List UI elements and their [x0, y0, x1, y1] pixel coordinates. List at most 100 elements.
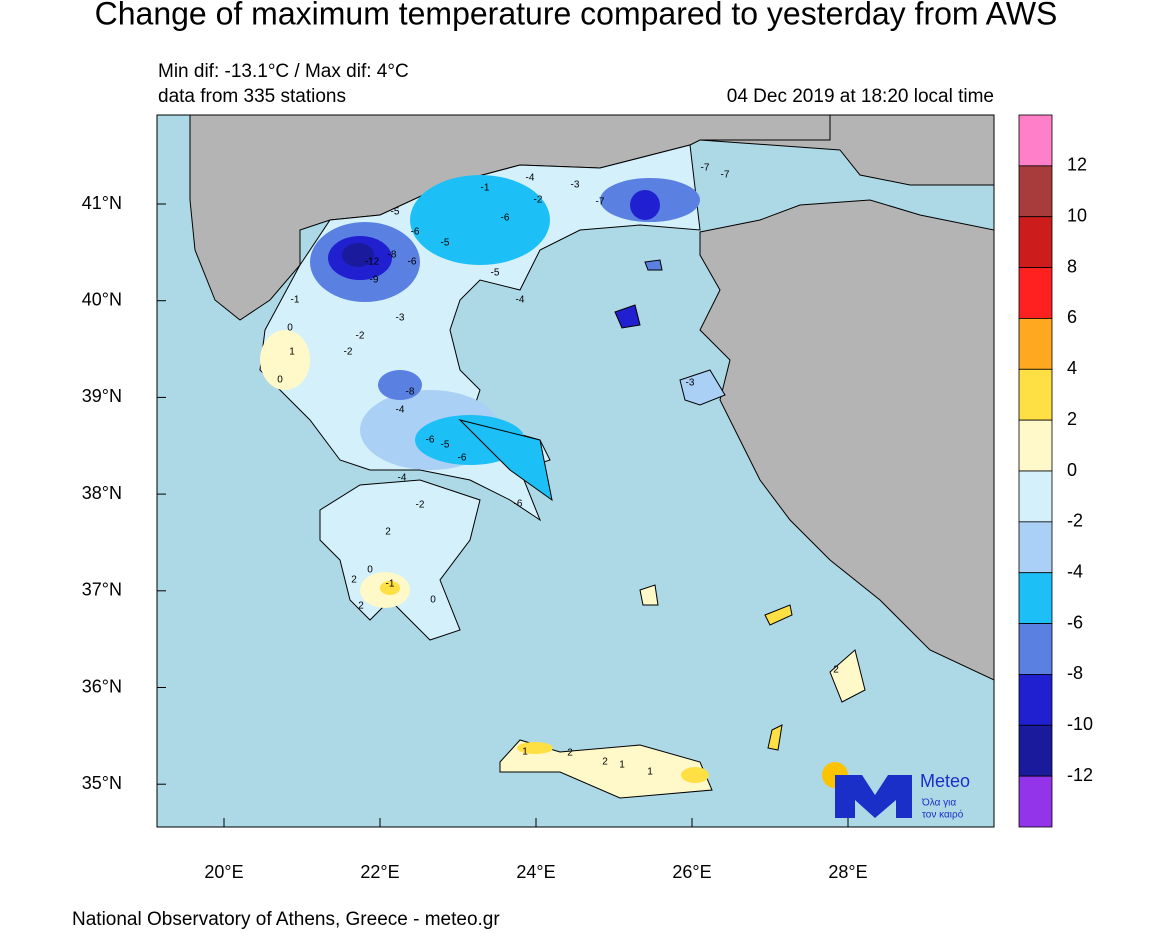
colorbar-box [1018, 114, 1053, 167]
lat-label: 41°N [82, 193, 122, 213]
karpathos [767, 724, 783, 751]
naxos [639, 584, 659, 606]
station-label: 1 [522, 747, 528, 758]
station-label: -8 [406, 387, 415, 398]
colorbar-box [1018, 775, 1053, 828]
station-label: -6 [458, 453, 467, 464]
station-label: 0 [367, 565, 373, 576]
station-label: -7 [721, 170, 730, 181]
station-label: 2 [358, 601, 364, 612]
colorbar-label: 4 [1067, 358, 1077, 378]
colorbar-label: 12 [1067, 155, 1087, 175]
logo-name: Meteo [920, 771, 970, 791]
anatolia [699, 199, 995, 681]
logo-tagline: τον καιρό [922, 809, 964, 821]
station-label: -2 [416, 500, 425, 511]
evia [458, 419, 553, 502]
station-label: 2 [602, 757, 608, 768]
lon-label: 22°E [360, 862, 399, 882]
lon-label: 26°E [672, 862, 711, 882]
footer: National Observatory of Athens, Greece -… [72, 909, 500, 930]
station-label: -6 [514, 499, 523, 510]
station-label: 2 [351, 575, 357, 586]
zone [681, 767, 709, 783]
station-label: -4 [398, 473, 407, 484]
colorbar-box [1018, 318, 1053, 370]
map [157, 114, 995, 827]
stations-line: data from 335 stations [158, 86, 346, 107]
station-label: 0 [430, 595, 436, 606]
station-label: -3 [396, 313, 405, 324]
logo: Meteo Όλα για τον καιρό [822, 762, 970, 821]
zone [260, 330, 310, 390]
station-label: 0 [287, 323, 293, 334]
peloponnese [319, 479, 481, 641]
station-label: -1 [291, 295, 300, 306]
colorbar-box [1018, 674, 1053, 726]
station-label: -12 [365, 257, 380, 268]
zone [630, 190, 660, 220]
colorbar-box [1018, 267, 1053, 319]
station-label: -3 [686, 378, 695, 389]
station-label: -6 [408, 257, 417, 268]
station-label: -5 [391, 207, 400, 218]
zone [380, 581, 400, 595]
station-label: -2 [534, 195, 543, 206]
lon-label: 28°E [828, 862, 867, 882]
lat-label: 37°N [82, 580, 122, 600]
station-label: 1 [289, 347, 295, 358]
station-label: -7 [701, 163, 710, 174]
logo-tagline: Όλα για [921, 798, 956, 809]
colorbar-label: 6 [1067, 307, 1077, 327]
lemnos [614, 304, 641, 329]
colorbar-label: -10 [1067, 714, 1093, 734]
zone [517, 742, 553, 754]
colorbar-box [1018, 623, 1053, 675]
station-label: 2 [385, 527, 391, 538]
colorbar-box [1018, 368, 1053, 421]
lesvos [679, 369, 726, 406]
zone [378, 370, 422, 400]
colorbar-box [1018, 216, 1053, 268]
station-label: 2 [833, 665, 839, 676]
lon-label: 24°E [516, 862, 555, 882]
station-label: -2 [356, 331, 365, 342]
colorbar-label: 10 [1067, 205, 1087, 225]
station-label: -6 [501, 213, 510, 224]
station-label: -9 [370, 275, 379, 286]
map-frame [156, 114, 995, 828]
station-label: 1 [619, 760, 625, 771]
station-label: -5 [441, 238, 450, 249]
colorbar-label: -4 [1067, 561, 1083, 581]
colorbar-box [1018, 572, 1053, 624]
kos [764, 604, 793, 626]
lat-label: 38°N [82, 483, 122, 503]
colorbar-label: 0 [1067, 460, 1077, 480]
date-line: 04 Dec 2019 at 18:20 local time [727, 86, 994, 107]
station-label: -4 [516, 295, 525, 306]
station-label: -2 [344, 347, 353, 358]
station-label: -5 [441, 440, 450, 451]
colorbar-box [1018, 470, 1053, 523]
station-label: 0 [277, 375, 283, 386]
colorbar-label: -6 [1067, 612, 1083, 632]
lat-label: 40°N [82, 289, 122, 309]
lat-label: 39°N [82, 386, 122, 406]
lon-label: 20°E [204, 862, 243, 882]
zone [342, 243, 374, 267]
colorbar-label: -2 [1067, 511, 1083, 531]
zone [410, 175, 550, 265]
colorbar-label: 2 [1067, 409, 1077, 429]
colorbar-label: -12 [1067, 765, 1093, 785]
lat-label: 36°N [82, 676, 122, 696]
range-line: Min dif: -13.1°C / Max dif: 4°C [158, 61, 409, 82]
station-label: -1 [386, 579, 395, 590]
logo-m [835, 775, 912, 818]
colorbar-label: -8 [1067, 663, 1083, 683]
station-label: -8 [388, 250, 397, 261]
station-label: -4 [396, 405, 405, 416]
colorbar-box [1018, 521, 1053, 574]
colorbar-box [1018, 419, 1053, 472]
rhodes [829, 649, 866, 703]
